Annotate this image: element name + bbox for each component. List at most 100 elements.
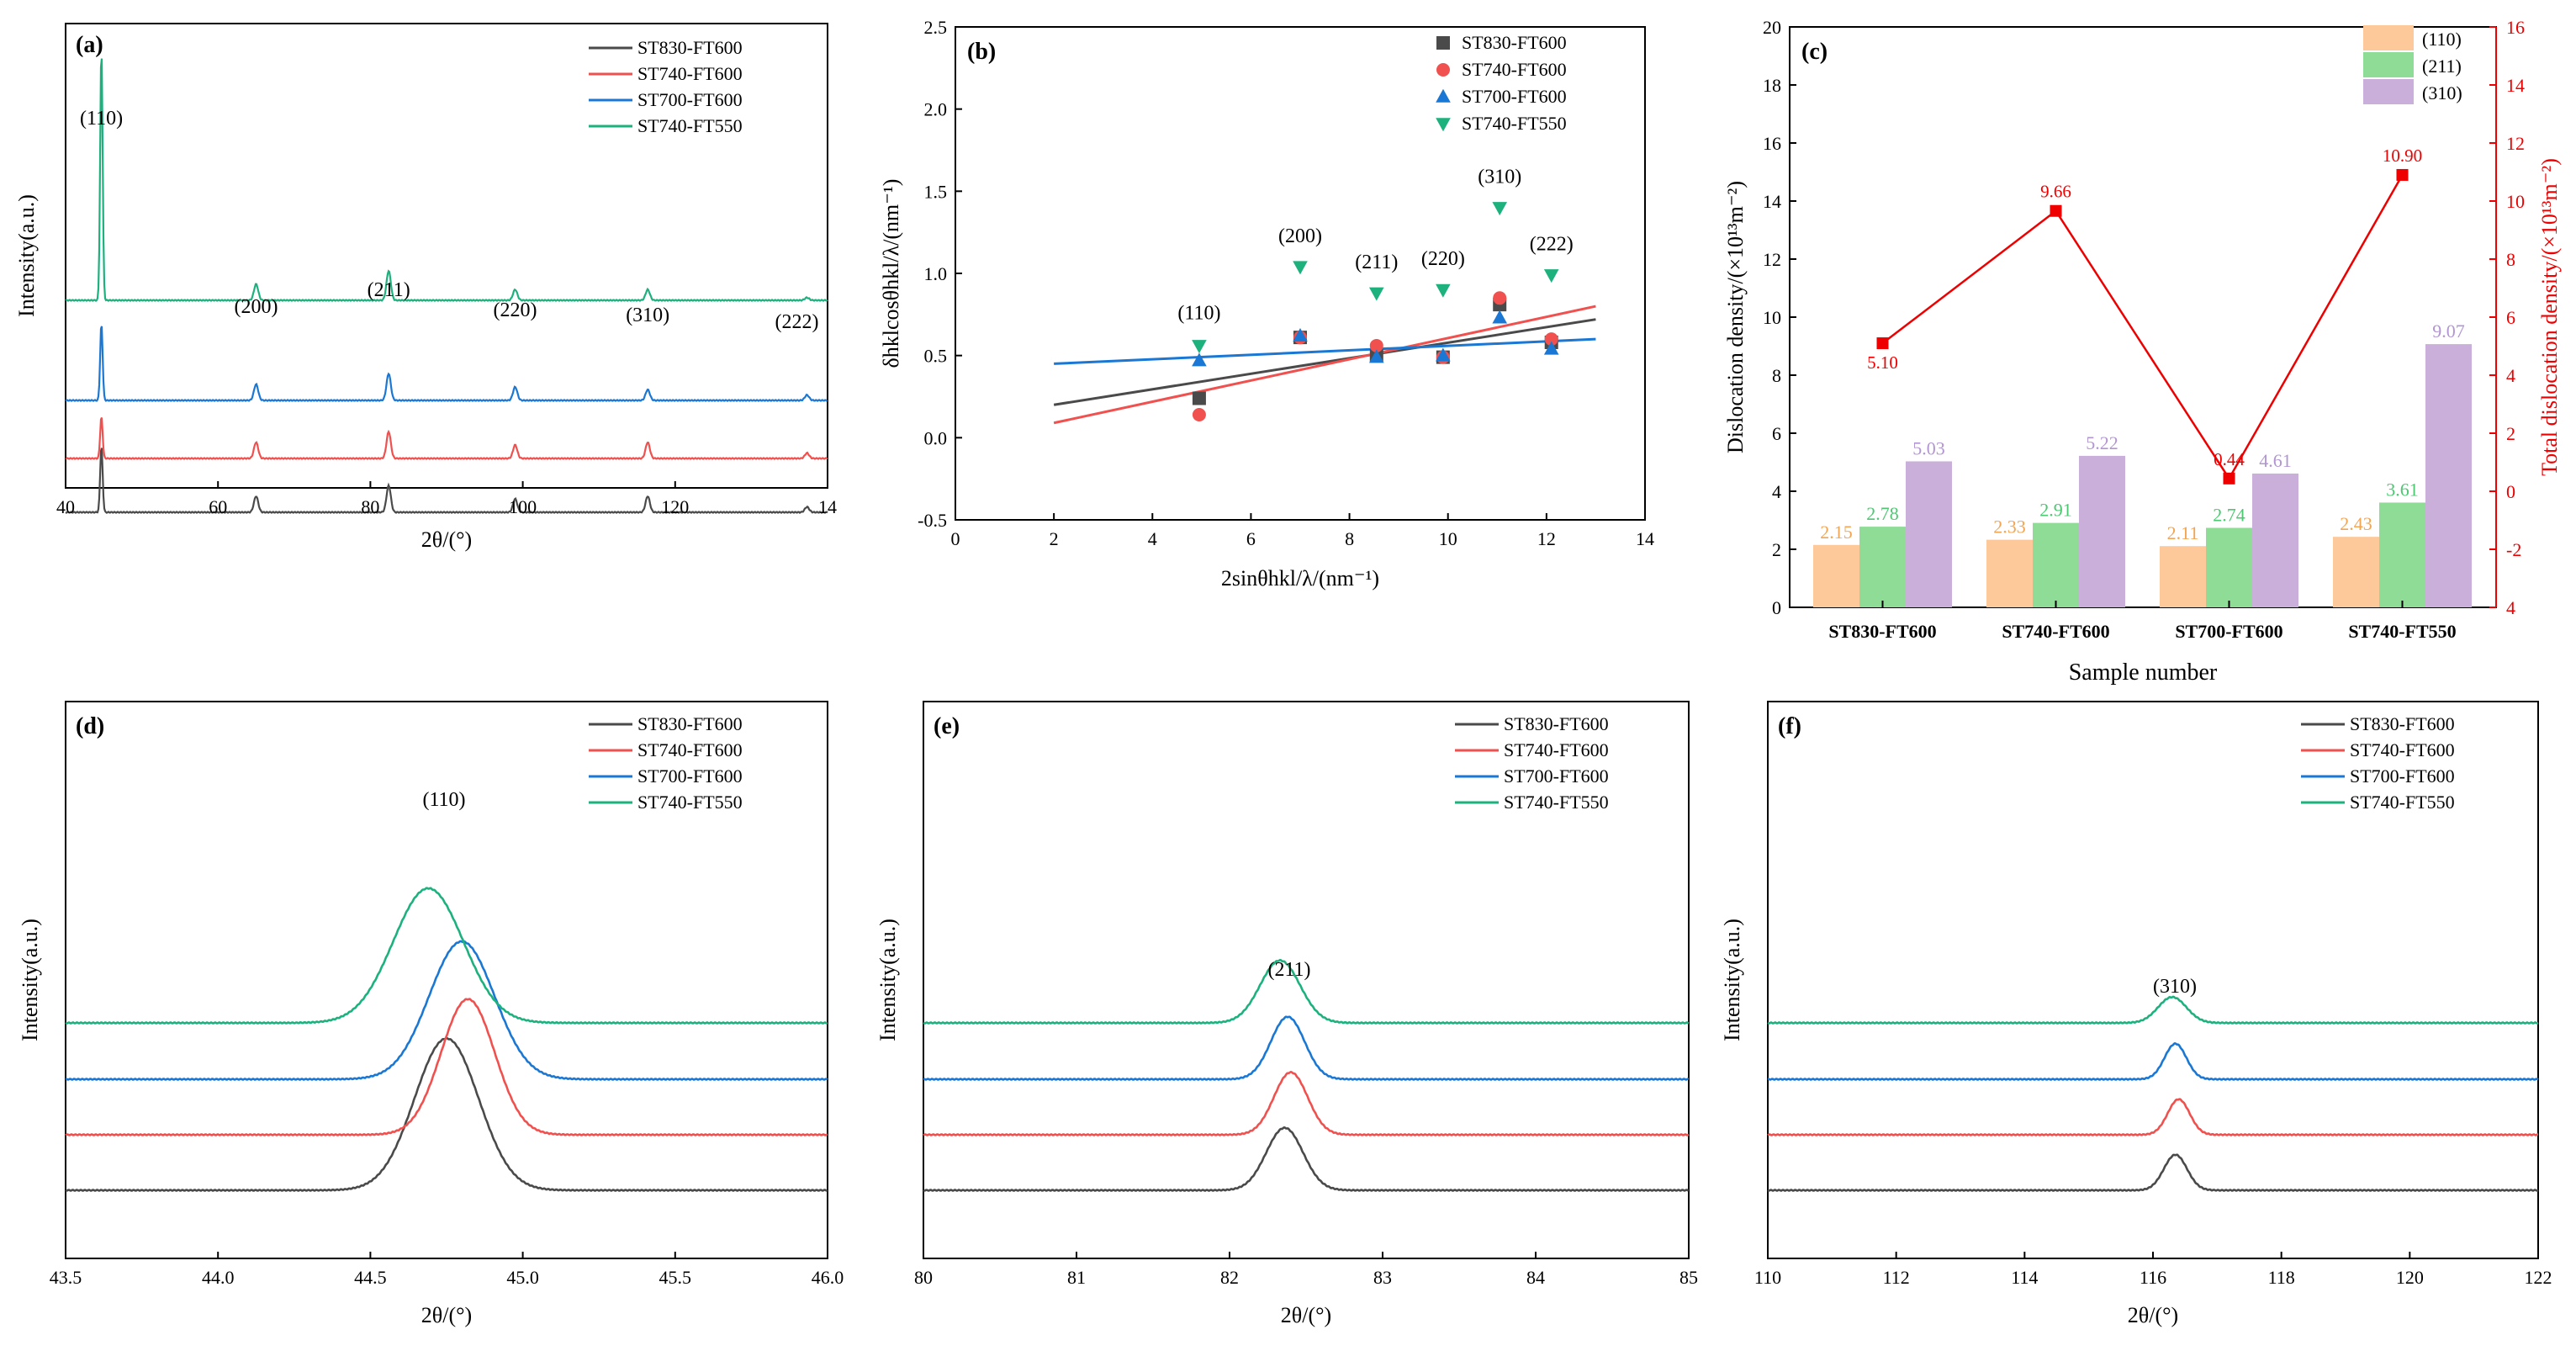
y-axis-label: Dislocation density/(×10¹³m⁻²) <box>1723 181 1748 453</box>
x-tick-label: 6 <box>1246 528 1256 549</box>
y-axis-label: Intensity(a.u.) <box>14 194 39 317</box>
legend-label: ST740-FT600 <box>1462 59 1567 80</box>
y-tick-label: 18 <box>1763 75 1781 96</box>
bar-(110) <box>2160 546 2206 607</box>
point-ST700-FT600 <box>1192 352 1207 367</box>
legend-label: ST830-FT600 <box>2350 713 2455 734</box>
series-line-ST740-FT600 <box>1767 1098 2538 1136</box>
legend-swatch-(310) <box>2363 79 2414 104</box>
y-tick-label: 16 <box>1763 133 1781 154</box>
point-ST700-FT600 <box>1492 310 1508 324</box>
y2-tick-label: 4 <box>2506 365 2515 386</box>
panel-label: (a) <box>76 32 103 58</box>
x-tick-label: 122 <box>2525 1267 2552 1288</box>
x-axis-label: Sample number <box>2069 659 2218 686</box>
y2-tick-label: 12 <box>2506 133 2525 154</box>
legend-label: ST740-FT550 <box>1462 113 1567 134</box>
legend-label: ST830-FT600 <box>637 713 743 734</box>
series-line-ST740-FT550 <box>65 58 828 302</box>
legend-label: ST830-FT600 <box>1504 713 1609 734</box>
peak-label: (220) <box>494 299 537 321</box>
panel-label: (f) <box>1778 713 1801 739</box>
total-point <box>2223 472 2235 485</box>
x-tick-label: 80 <box>914 1267 933 1288</box>
x-tick-label: 14 <box>1636 528 1654 549</box>
series-line-ST700-FT600 <box>66 940 828 1081</box>
y-tick-label: 0 <box>1772 597 1781 618</box>
y-tick-label: 12 <box>1763 249 1781 270</box>
legend-label: ST830-FT600 <box>637 37 743 58</box>
point-ST740-FT550 <box>1543 269 1559 283</box>
x-tick-label: 44.0 <box>202 1267 235 1288</box>
total-value-label: 0.44 <box>2214 449 2245 469</box>
legend-label: (211) <box>2422 56 2462 77</box>
legend-marker-ST740-FT550 <box>1436 118 1451 132</box>
series-line-ST830-FT600 <box>923 1126 1690 1192</box>
y2-tick-label: 8 <box>2506 249 2515 270</box>
y2-tick-label: -2 <box>2506 539 2521 560</box>
annotation: (222) <box>1530 234 1574 256</box>
x-tick-label: 100 <box>509 496 537 517</box>
annotation: (310) <box>1478 167 1521 188</box>
y-tick-label: 4 <box>1772 481 1781 502</box>
x-tick-label: 2 <box>1050 528 1059 549</box>
point-ST740-FT550 <box>1436 283 1451 298</box>
plot-frame <box>65 701 828 1259</box>
legend-label: ST740-FT600 <box>637 739 743 760</box>
panel-b: 0 2 4 6 8 10 12 14 -0.5 0.0 0.5 1.0 1.5 2.0 2.5 (110) (2… <box>879 17 1654 591</box>
x-axis-label: 2sinθhkl/λ/(nm⁻¹) <box>1221 566 1379 591</box>
bar-(310) <box>2252 473 2298 607</box>
x-tick-label: 40 <box>56 496 75 517</box>
y-tick-label: 0.5 <box>924 346 948 367</box>
total-point <box>2396 168 2409 181</box>
total-line <box>1881 174 2404 481</box>
point-ST700-FT600 <box>1293 328 1308 342</box>
legend-label: ST740-FT600 <box>1504 739 1609 760</box>
annotation: (200) <box>1278 225 1322 247</box>
y-tick-label: 1.0 <box>924 263 948 284</box>
x-tick-label: 120 <box>661 496 689 517</box>
legend-swatch-(211) <box>2363 52 2414 77</box>
series-line-ST700-FT600 <box>65 326 828 403</box>
bar-value-label: 9.07 <box>2432 320 2465 342</box>
peak-label: (310) <box>626 305 669 326</box>
x-axis-label: 2θ/(°) <box>421 527 472 552</box>
y-tick-label: 2 <box>1772 539 1781 560</box>
y2-axis-label: Total dislocation density/(×10¹³m⁻²) <box>2537 158 2562 476</box>
legend-label: ST830-FT600 <box>1462 32 1567 53</box>
legend-marker-ST830-FT600 <box>1436 36 1450 50</box>
peak-label: (110) <box>422 789 465 811</box>
y-axis-label: Intensity(a.u.) <box>875 919 900 1041</box>
bar-value-label: 2.15 <box>1820 522 1853 543</box>
x-tick-label: 82 <box>1220 1267 1239 1288</box>
y2-tick-label: 4 <box>2506 597 2515 618</box>
bar-value-label: 2.11 <box>2167 522 2199 543</box>
x-tick-label: 10 <box>1439 528 1457 549</box>
legend-label: ST700-FT600 <box>1462 86 1567 107</box>
x-tick-label: 84 <box>1526 1267 1545 1288</box>
series-line-ST830-FT600 <box>65 448 828 514</box>
point-ST700-FT600 <box>1436 347 1451 362</box>
peak-label: (211) <box>368 279 410 301</box>
plot-frame <box>65 23 828 489</box>
y2-tick-label: 2 <box>2506 423 2515 444</box>
bar-(310) <box>2425 344 2472 607</box>
legend-label: ST740-FT550 <box>1504 792 1609 813</box>
x-tick-label: 112 <box>1883 1267 1910 1288</box>
legend-label: ST740-FT550 <box>637 792 743 813</box>
x-tick-label: 12 <box>1537 528 1556 549</box>
total-value-label: 9.66 <box>2040 182 2071 202</box>
bar-(211) <box>2379 502 2425 607</box>
plot-frame <box>923 701 1690 1259</box>
y-tick-label: 10 <box>1763 307 1781 328</box>
x-tick-label: 120 <box>2396 1267 2424 1288</box>
x-tick-label: 60 <box>209 496 227 517</box>
y-tick-label: 8 <box>1772 365 1781 386</box>
legend-marker-ST700-FT600 <box>1436 88 1451 103</box>
panel-d: 43.5 44.0 44.5 45.0 45.5 46.0 (110) 2θ/(°) Inten… <box>18 701 844 1327</box>
legend-label: (110) <box>2422 29 2462 50</box>
annotation: (211) <box>1355 252 1398 273</box>
x-tick-label: 83 <box>1373 1267 1392 1288</box>
series-line-ST740-FT600 <box>65 998 828 1136</box>
bar-value-label: 2.43 <box>2340 513 2372 534</box>
